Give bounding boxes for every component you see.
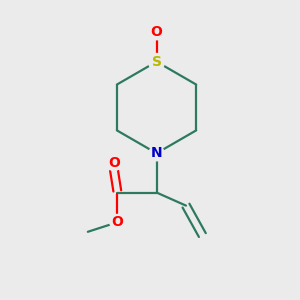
Circle shape (149, 146, 164, 161)
Circle shape (149, 25, 164, 40)
Text: O: O (111, 215, 123, 229)
Text: O: O (108, 156, 120, 170)
Text: O: O (151, 25, 163, 39)
Circle shape (106, 156, 122, 171)
Text: N: N (151, 146, 162, 160)
Circle shape (148, 53, 165, 70)
Text: S: S (152, 55, 161, 69)
Circle shape (110, 214, 125, 230)
